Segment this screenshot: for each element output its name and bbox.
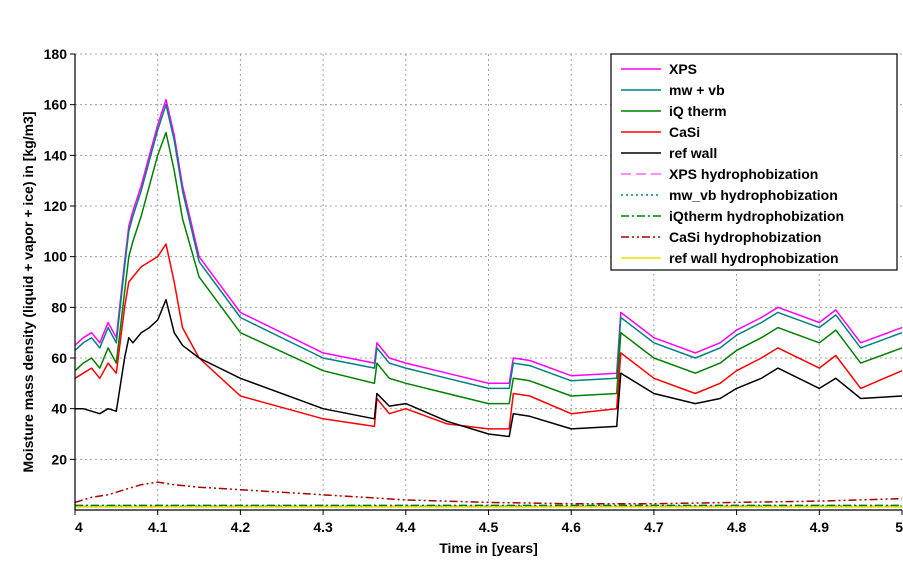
series-line [74,243,903,430]
series-line [74,481,903,505]
legend-entry-label: XPS [669,61,697,77]
legend-entry-label: iQ therm [669,103,727,119]
series-line [74,131,903,405]
x-axis-title: Time in [years] [439,540,538,556]
legend-entry-label: iQtherm hydrophobization [669,208,844,224]
y-tick-label: 100 [44,249,68,265]
x-tick-label: 4.5 [479,519,499,535]
x-tick-label: 4.8 [727,519,747,535]
y-axis-title: Moisture mass density (liquid + vapor + … [20,112,36,473]
legend: XPS mw + vb iQ therm CaSi ref wall XPS hydrop… [610,53,898,271]
x-tick-label: 4.1 [148,519,168,535]
series-line [75,298,903,438]
x-tick-label: 4.2 [231,519,251,535]
y-tick-label: 140 [44,147,68,163]
series-line [74,103,903,390]
x-tick-label: 4.7 [644,519,664,535]
series-lines [74,98,903,508]
y-tick-label: 160 [44,97,68,113]
x-tick-label: 5 [895,519,903,535]
legend-entry-label: ref wall [669,145,717,161]
legend-entry-label: CaSi [669,124,700,140]
x-tick-label: 4.3 [313,519,333,535]
x-tick-label: 4.4 [396,519,416,535]
x-tick-label: 4.6 [561,519,581,535]
x-tick-label: 4.9 [810,519,830,535]
x-tick-label: 4 [75,519,83,535]
legend-entry-label: ref wall hydrophobization [669,250,839,266]
y-tick-label: 60 [51,350,67,366]
y-tick-label: 180 [44,46,68,62]
legend-entry-label: CaSi hydrophobization [669,229,821,245]
y-tick-label: 120 [44,198,68,214]
legend-entry-label: mw_vb hydrophobization [669,187,838,203]
y-tick-label: 80 [51,299,67,315]
legend-entry-label: XPS hydrophobization [669,166,818,182]
y-tick-label: 20 [51,451,67,467]
axes [70,53,903,515]
tick-labels: 4 4.1 4.2 4.3 4.4 4.5 4.6 4.7 4.8 4.9 5 20 40 60 80 100… [44,46,903,535]
legend-entry-label: mw + vb [669,82,725,98]
y-tick-label: 40 [51,401,67,417]
